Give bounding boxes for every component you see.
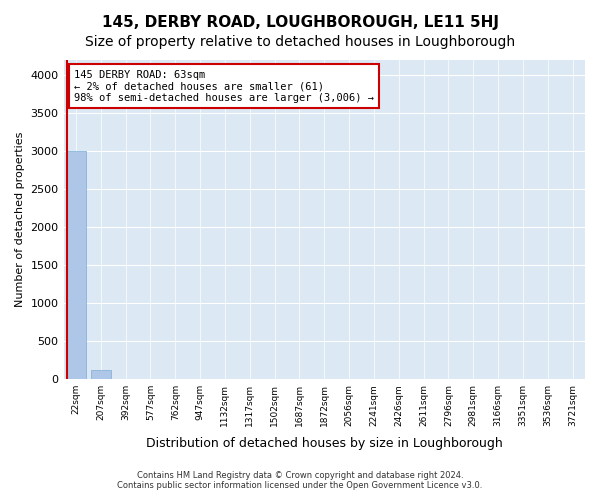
Bar	[66, 151, 86, 379]
X-axis label: Distribution of detached houses by size in Loughborough: Distribution of detached houses by size …	[146, 437, 503, 450]
Bar	[91, 370, 111, 379]
Text: 145 DERBY ROAD: 63sqm
← 2% of detached houses are smaller (61)
98% of semi-detac: 145 DERBY ROAD: 63sqm ← 2% of detached h…	[74, 70, 374, 103]
Text: Contains HM Land Registry data © Crown copyright and database right 2024.
Contai: Contains HM Land Registry data © Crown c…	[118, 470, 482, 490]
Text: 145, DERBY ROAD, LOUGHBOROUGH, LE11 5HJ: 145, DERBY ROAD, LOUGHBOROUGH, LE11 5HJ	[101, 15, 499, 30]
Text: Size of property relative to detached houses in Loughborough: Size of property relative to detached ho…	[85, 35, 515, 49]
Y-axis label: Number of detached properties: Number of detached properties	[15, 132, 25, 307]
